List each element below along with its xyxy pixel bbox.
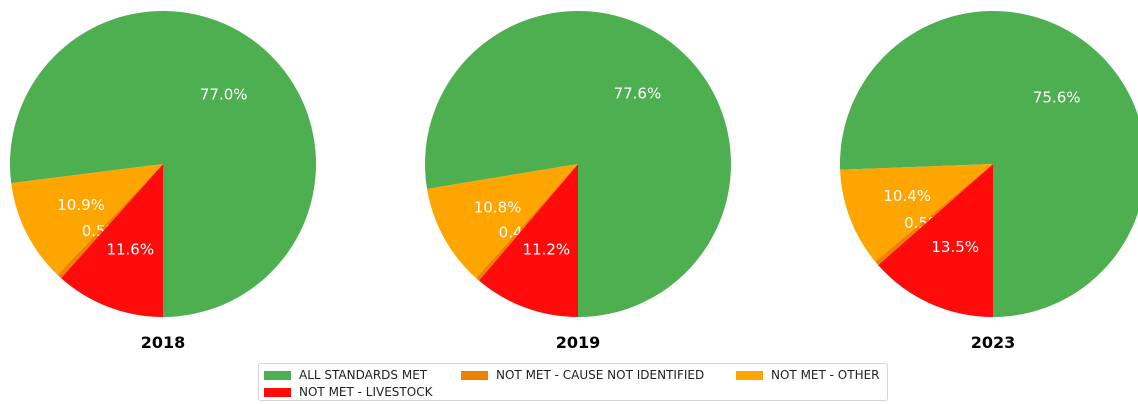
pie-data-label: 77.0% xyxy=(200,86,248,104)
pie-slice-all-met xyxy=(425,10,731,317)
legend-label: NOT MET - CAUSE NOT IDENTIFIED xyxy=(496,368,705,382)
pie-slice-cause-not-identified xyxy=(476,164,578,281)
pie-data-label: 77.6% xyxy=(614,85,662,103)
pie-title: 2023 xyxy=(971,333,1016,352)
pie-data-label: 13.5% xyxy=(931,238,979,256)
pie-2019: 77.6%10.8%0.4%11.2%2019 xyxy=(425,10,731,352)
legend-item-other: NOT MET - OTHER xyxy=(736,368,880,382)
pie-data-label: 10.8% xyxy=(474,199,522,217)
legend-label: NOT MET - LIVESTOCK xyxy=(299,385,433,399)
pie-slice-all-met xyxy=(840,11,1138,317)
pie-slice-other xyxy=(11,164,163,275)
legend-label: NOT MET - OTHER xyxy=(771,368,880,382)
legend-item-all-standards-met: ALL STANDARDS MET xyxy=(264,368,427,382)
pie-slice-all-met xyxy=(10,10,317,318)
legend-label: ALL STANDARDS MET xyxy=(299,368,428,382)
pie-slice-livestock xyxy=(61,164,163,317)
legend-item-livestock: NOT MET - LIVESTOCK xyxy=(264,385,432,399)
legend-swatch-cause-not-identified xyxy=(461,370,488,380)
pie-2018: 77.0%10.9%0.5%11.6%2018 xyxy=(10,10,317,352)
legend-item-cause-not-identified: NOT MET - CAUSE NOT IDENTIFIED xyxy=(461,368,704,382)
legend-swatch-livestock xyxy=(264,387,291,397)
legend: ALL STANDARDS MET NOT MET - CAUSE NOT ID… xyxy=(258,363,888,401)
pie-data-label: 11.2% xyxy=(523,241,571,259)
pie-data-label: 10.9% xyxy=(57,196,105,214)
pie-title: 2018 xyxy=(141,333,186,352)
pie-slice-other xyxy=(840,164,993,262)
pie-2023: 75.6%10.4%0.5%13.5%2023 xyxy=(840,11,1138,352)
pie-slice-livestock xyxy=(878,164,993,317)
pie-slice-livestock xyxy=(479,164,578,317)
pie-slice-other xyxy=(427,164,578,279)
pie-title: 2019 xyxy=(556,333,601,352)
pie-slice-cause-not-identified xyxy=(875,164,993,266)
legend-swatch-other xyxy=(736,370,763,380)
legend-swatch-all-standards-met xyxy=(264,370,291,380)
pie-data-label: 11.6% xyxy=(106,240,154,258)
pie-slice-cause-not-identified xyxy=(57,164,164,279)
pie-data-label: 75.6% xyxy=(1033,88,1081,106)
pie-data-label: 10.4% xyxy=(883,187,931,205)
